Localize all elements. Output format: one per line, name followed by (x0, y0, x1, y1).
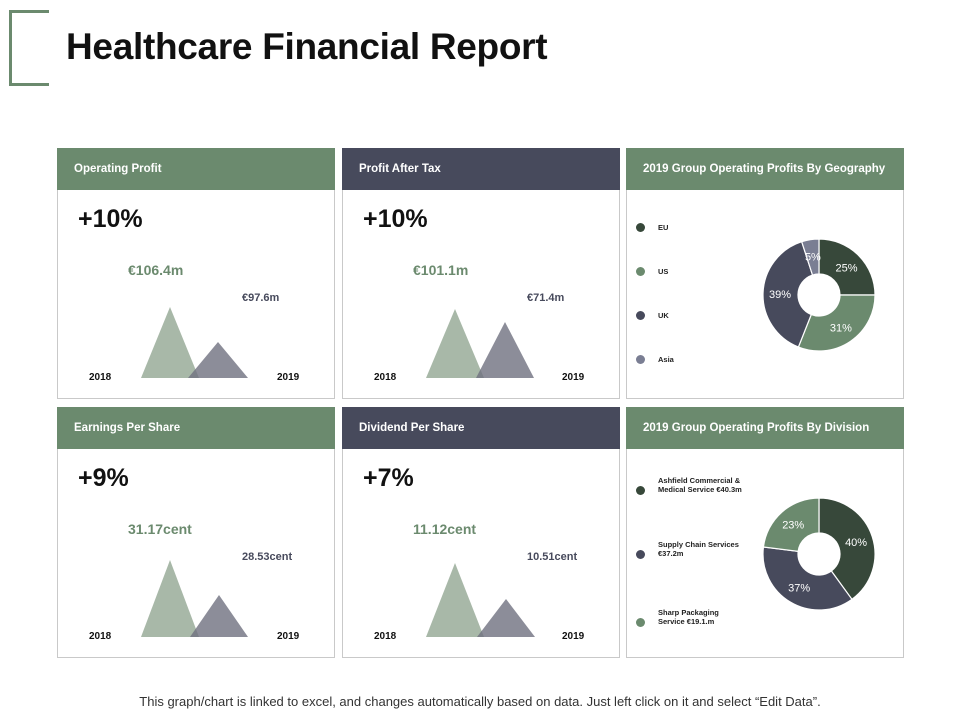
geography-chart-title: 2019 Group Operating Profits By Geograph… (626, 148, 904, 190)
division-donut-chart: 40% 37% 23% (762, 497, 876, 611)
legend-dot-eu (636, 223, 645, 232)
donut-slice-us[interactable] (797, 294, 876, 352)
legend-label-eu: EU (658, 223, 669, 232)
year-2018-label: 2018 (374, 372, 397, 383)
legend-label-uk: UK (658, 311, 669, 320)
earnings-per-share-header: Earnings Per Share (57, 407, 335, 449)
earnings-per-share-card: Earnings Per Share +9% 31.17cent 28.53ce… (57, 407, 335, 658)
donut-data-label: 5% (805, 251, 821, 263)
triangle-2019 (476, 322, 534, 378)
year-2019-label: 2019 (562, 631, 585, 642)
operating-profit-triangle-chart (141, 307, 248, 378)
donut-slice-supply[interactable] (762, 546, 853, 611)
profit-after-tax-2019-value: €71.4m (527, 292, 565, 304)
operating-profit-change: +10% (78, 205, 143, 233)
donut-slice-asia[interactable] (800, 238, 820, 276)
triangle-2019 (188, 342, 248, 378)
triangle-2018 (426, 309, 484, 378)
profit-after-tax-header: Profit After Tax (342, 148, 620, 190)
donut-slice-sharp[interactable] (762, 497, 820, 553)
earnings-per-share-change: +9% (78, 464, 129, 492)
geography-chart-card: 2019 Group Operating Profits By Geograph… (626, 148, 904, 399)
earnings-per-share-2018-value: 31.17cent (128, 521, 192, 537)
profit-after-tax-2018-value: €101.1m (413, 262, 469, 278)
operating-profit-card: Operating Profit +10% €106.4m €97.6m 201… (57, 148, 335, 399)
year-2018-label: 2018 (89, 631, 112, 642)
legend-label-us: US (658, 267, 669, 276)
year-2019-label: 2019 (277, 372, 300, 383)
year-2019-label: 2019 (562, 372, 585, 383)
year-2018-label: 2018 (374, 631, 397, 642)
profit-after-tax-change: +10% (363, 205, 428, 233)
earnings-per-share-triangle-chart (141, 560, 248, 637)
year-2019-label: 2019 (277, 631, 300, 642)
donut-data-label: 23% (782, 520, 804, 532)
year-2018-label: 2018 (89, 372, 112, 383)
legend-label-sharp: Sharp Packaging Service €19.1.m (658, 608, 719, 626)
donut-data-label: 37% (788, 583, 810, 595)
title-bracket-decoration (9, 10, 49, 86)
legend-label-asia: Asia (658, 355, 674, 364)
legend-dot-sharp (636, 618, 645, 627)
triangle-2018 (141, 560, 199, 637)
earnings-per-share-2019-value: 28.53cent (242, 551, 293, 563)
donut-slice-ashfield[interactable] (818, 497, 876, 601)
donut-slice-eu[interactable] (818, 238, 876, 296)
dividend-per-share-card: Dividend Per Share +7% 11.12cent 10.51ce… (342, 407, 620, 658)
dividend-per-share-2018-value: 11.12cent (413, 521, 477, 537)
profit-after-tax-triangle-chart (426, 309, 534, 378)
legend-dot-asia (636, 355, 645, 364)
donut-data-label: 25% (836, 262, 858, 274)
legend-dot-ashfield (636, 486, 645, 495)
triangle-2018 (426, 563, 484, 637)
dividend-per-share-2019-value: 10.51cent (527, 551, 578, 563)
triangle-2018 (141, 307, 199, 378)
page-title: Healthcare Financial Report (66, 26, 548, 67)
geography-donut-chart: 25% 31% 39% 5% (762, 238, 876, 352)
legend-dot-uk (636, 311, 645, 320)
dividend-per-share-header: Dividend Per Share (342, 407, 620, 449)
legend-label-ashfield: Ashfield Commercial & Medical Service €40… (658, 476, 742, 494)
dividend-per-share-change: +7% (363, 464, 414, 492)
donut-data-label: 40% (845, 537, 867, 549)
legend-dot-supply (636, 550, 645, 559)
triangle-2019 (477, 599, 535, 637)
donut-data-label: 31% (830, 322, 852, 334)
operating-profit-2018-value: €106.4m (128, 262, 184, 278)
profit-after-tax-card: Profit After Tax +10% €101.1m €71.4m 201… (342, 148, 620, 399)
dividend-per-share-triangle-chart (426, 563, 535, 637)
donut-data-label: 39% (769, 289, 791, 301)
division-chart-title: 2019 Group Operating Profits By Division (626, 407, 904, 449)
operating-profit-2019-value: €97.6m (242, 292, 280, 304)
footer-note: This graph/chart is linked to excel, and… (139, 694, 821, 709)
legend-label-supply: Supply Chain Services €37.2m (658, 540, 739, 558)
operating-profit-header: Operating Profit (57, 148, 335, 190)
division-chart-card: 2019 Group Operating Profits By Division… (626, 407, 904, 658)
triangle-2019 (190, 595, 248, 637)
legend-dot-us (636, 267, 645, 276)
donut-slice-uk[interactable] (762, 240, 814, 348)
